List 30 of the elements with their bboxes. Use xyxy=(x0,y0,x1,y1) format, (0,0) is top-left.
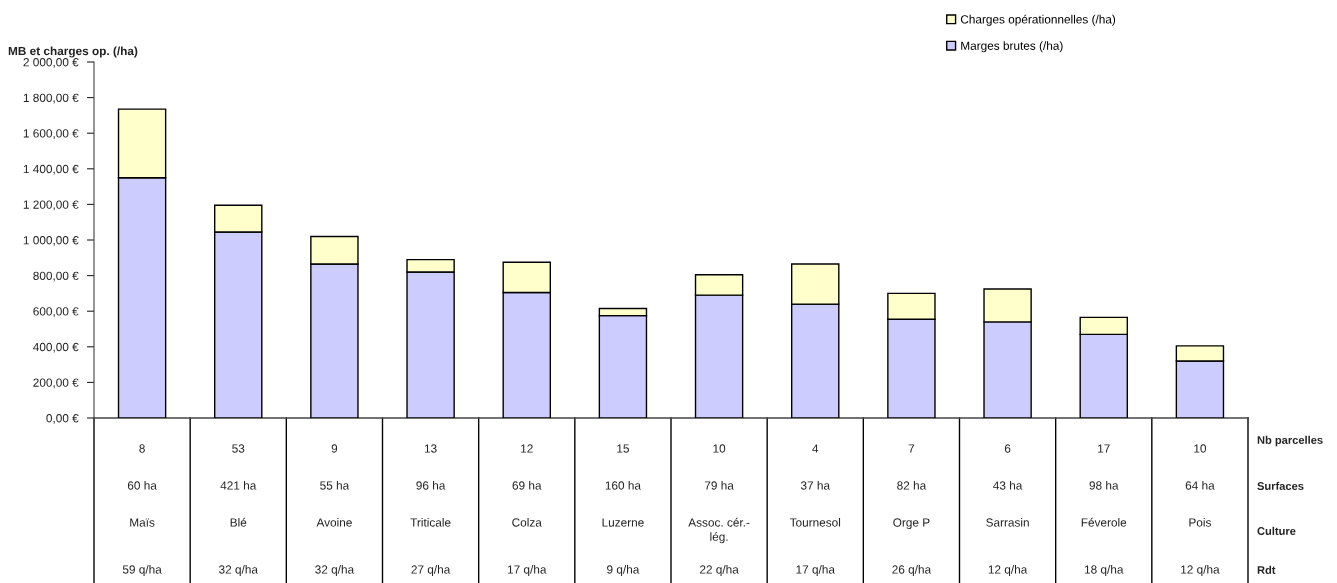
y-tick-label: 800,00 € xyxy=(33,271,79,282)
y-tick-label: 600,00 € xyxy=(33,307,79,317)
y-tick-label: 1 400,00 € xyxy=(23,164,79,175)
category-label: 15 160 ha Luzerne 9 q/ha xyxy=(602,444,644,577)
category-label: 10 79 ha Assoc. cér.-lég. 22 q/ha xyxy=(688,444,750,577)
category-label: 8 60 ha Maïs 59 q/ha xyxy=(122,444,162,577)
category-label: 13 96 ha Triticale 27 q/ha xyxy=(410,444,451,577)
y-tick-label: 1 800,00 € xyxy=(23,93,79,104)
category-label: 4 37 ha Tournesol 17 q/ha xyxy=(789,444,841,577)
y-tick-label: 2 000,00 € xyxy=(23,58,79,68)
y-tick-label: 1 000,00 € xyxy=(23,236,79,246)
category-label: 17 98 ha Féverole 18 q/ha xyxy=(1081,444,1127,577)
category-label: 6 43 ha Sarrasin 12 q/ha xyxy=(986,444,1029,577)
y-axis-title: MB et charges op. (/ha) xyxy=(8,46,138,58)
category-label: 53 421 ha Blé 32 q/ha xyxy=(219,444,258,577)
category-label: 12 69 ha Colza 17 q/ha xyxy=(507,444,547,577)
legend-label: Charges opérationnelles (/ha) xyxy=(960,14,1116,26)
y-tick-label: 1 200,00 € xyxy=(23,200,79,211)
text: Culture xyxy=(1257,526,1296,535)
category-label: 9 55 ha Avoine 32 q/ha xyxy=(315,444,355,577)
y-tick-label: 0,00 € xyxy=(46,414,79,424)
text: Nb parcelles xyxy=(1257,435,1323,447)
y-tick-label: 200,00 € xyxy=(33,378,79,389)
text: Rdt xyxy=(1257,565,1276,574)
category-label: 7 82 ha Orge P 26 q/ha xyxy=(892,444,932,577)
category-label: 10 64 ha Pois 12 q/ha xyxy=(1181,444,1220,577)
text: Surfaces xyxy=(1257,481,1304,490)
y-tick-label: 400,00 € xyxy=(33,342,79,353)
y-tick-label: 1 600,00 € xyxy=(23,129,79,139)
legend-label: Marges brutes (/ha) xyxy=(961,41,1063,53)
